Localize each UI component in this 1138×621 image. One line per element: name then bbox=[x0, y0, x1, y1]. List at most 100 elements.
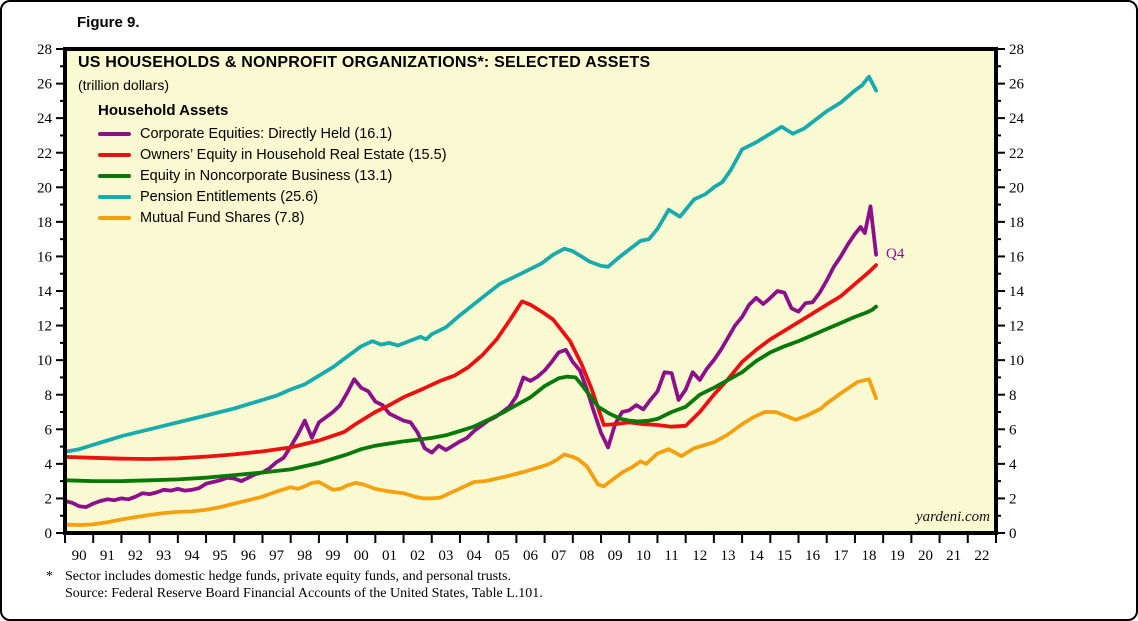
legend-swatch-icon bbox=[98, 215, 131, 220]
y-tick-label-right: 14 bbox=[1009, 284, 1025, 300]
series-line-4 bbox=[63, 377, 878, 527]
legend: Household Assets Corporate Equities: Dir… bbox=[98, 102, 447, 228]
legend-label: Equity in Noncorporate Business (13.1) bbox=[140, 167, 393, 184]
y-tick-label-right: 20 bbox=[1009, 180, 1024, 196]
legend-label: Mutual Fund Shares (7.8) bbox=[140, 209, 305, 226]
y-tick-label-right: 28 bbox=[1009, 42, 1024, 58]
series-line-3 bbox=[63, 74, 878, 454]
legend-item-1: Owners’ Equity in Household Real Estate … bbox=[98, 144, 447, 165]
x-tick-label: 92 bbox=[128, 548, 143, 564]
legend-item-3: Pension Entitlements (25.6) bbox=[98, 186, 447, 207]
x-tick-label: 05 bbox=[495, 548, 510, 564]
footnote: * Sector includes domestic hedge funds, … bbox=[46, 568, 543, 602]
x-tick-label: 18 bbox=[862, 548, 877, 564]
series-line-2 bbox=[63, 304, 878, 484]
x-tick-label: 19 bbox=[890, 548, 905, 564]
legend-swatch-icon bbox=[98, 131, 131, 136]
x-tick-label: 02 bbox=[410, 548, 425, 564]
footnote-marker: * bbox=[46, 569, 53, 584]
legend-item-4: Mutual Fund Shares (7.8) bbox=[98, 207, 447, 228]
y-tick-label-left: 20 bbox=[37, 180, 52, 196]
y-tick-label-right: 12 bbox=[1009, 319, 1024, 335]
y-tick-label-right: 6 bbox=[1009, 422, 1017, 438]
x-tick-label: 22 bbox=[974, 548, 989, 564]
y-tick-label-right: 24 bbox=[1009, 111, 1025, 127]
q4-annotation: Q4 bbox=[886, 246, 905, 262]
x-tick-label: 96 bbox=[241, 548, 257, 564]
x-tick-label: 04 bbox=[467, 548, 483, 564]
x-tick-label: 03 bbox=[438, 548, 453, 564]
plot-background bbox=[65, 49, 996, 533]
series-line-0 bbox=[63, 204, 878, 510]
legend-swatch-icon bbox=[98, 152, 131, 157]
x-tick-label: 98 bbox=[297, 548, 312, 564]
x-tick-label: 91 bbox=[100, 548, 115, 564]
x-tick-label: 00 bbox=[354, 548, 369, 564]
y-tick-label-left: 12 bbox=[37, 319, 52, 335]
y-tick-label-left: 26 bbox=[37, 77, 53, 93]
y-tick-label-left: 24 bbox=[37, 111, 53, 127]
y-tick-label-left: 2 bbox=[45, 492, 53, 508]
watermark: yardeni.com bbox=[915, 509, 990, 525]
y-tick-label-left: 10 bbox=[37, 353, 52, 369]
legend-label: Pension Entitlements (25.6) bbox=[140, 188, 319, 205]
legend-label: Owners’ Equity in Household Real Estate … bbox=[140, 146, 447, 163]
y-tick-label-left: 16 bbox=[37, 250, 53, 266]
y-tick-label-right: 0 bbox=[1009, 526, 1017, 542]
y-tick-label-left: 6 bbox=[45, 422, 53, 438]
y-tick-label-right: 10 bbox=[1009, 353, 1024, 369]
y-tick-label-right: 22 bbox=[1009, 146, 1024, 162]
legend-label: Corporate Equities: Directly Held (16.1) bbox=[140, 125, 393, 142]
legend-item-0: Corporate Equities: Directly Held (16.1) bbox=[98, 123, 447, 144]
x-tick-label: 01 bbox=[382, 548, 397, 564]
y-tick-label-right: 8 bbox=[1009, 388, 1017, 404]
x-tick-label: 07 bbox=[551, 548, 567, 564]
x-tick-label: 97 bbox=[269, 548, 285, 564]
y-tick-label-left: 18 bbox=[37, 215, 52, 231]
x-tick-label: 10 bbox=[636, 548, 651, 564]
y-tick-label-left: 8 bbox=[45, 388, 53, 404]
chart-subtitle: (trillion dollars) bbox=[78, 77, 170, 93]
x-tick-label: 08 bbox=[579, 548, 594, 564]
figure-label: Figure 9. bbox=[77, 14, 140, 31]
y-tick-label-right: 18 bbox=[1009, 215, 1024, 231]
x-tick-label: 90 bbox=[72, 548, 87, 564]
x-tick-label: 11 bbox=[664, 548, 678, 564]
legend-swatch-icon bbox=[98, 194, 131, 199]
x-tick-label: 93 bbox=[156, 548, 171, 564]
footnote-line-1: Sector includes domestic hedge funds, pr… bbox=[65, 569, 511, 584]
y-tick-label-left: 28 bbox=[37, 42, 52, 58]
x-tick-label: 95 bbox=[213, 548, 228, 564]
legend-item-2: Equity in Noncorporate Business (13.1) bbox=[98, 165, 447, 186]
x-tick-label: 06 bbox=[523, 548, 539, 564]
x-tick-label: 21 bbox=[946, 548, 961, 564]
series-line-1 bbox=[63, 263, 878, 461]
x-axis: 90 91 92 93 94 95 96 97 98 99 00 01 02 03 04 05 06 07 08 09… bbox=[64, 533, 997, 564]
legend-swatch-icon bbox=[98, 173, 131, 178]
y-tick-label-left: 14 bbox=[37, 284, 53, 300]
x-tick-label: 13 bbox=[720, 548, 735, 564]
y-tick-label-left: 4 bbox=[45, 457, 53, 473]
legend-title: Household Assets bbox=[98, 102, 229, 119]
y-tick-label-right: 4 bbox=[1009, 457, 1017, 473]
plot-border bbox=[63, 47, 998, 535]
x-tick-label: 94 bbox=[184, 548, 200, 564]
x-tick-label: 16 bbox=[805, 548, 821, 564]
x-tick-label: 15 bbox=[777, 548, 792, 564]
y-tick-label-right: 2 bbox=[1009, 492, 1017, 508]
y-tick-label-right: 16 bbox=[1009, 250, 1025, 266]
legend-items: Corporate Equities: Directly Held (16.1)… bbox=[98, 123, 447, 228]
x-tick-label: 12 bbox=[692, 548, 707, 564]
footnote-line-2: Source: Federal Reserve Board Financial … bbox=[65, 586, 543, 601]
y-tick-label-right: 26 bbox=[1009, 77, 1025, 93]
chart-title: US HOUSEHOLDS & NONPROFIT ORGANIZATIONS*… bbox=[78, 54, 651, 71]
y-tick-label-left: 22 bbox=[37, 146, 52, 162]
x-tick-label: 20 bbox=[918, 548, 933, 564]
x-tick-label: 09 bbox=[608, 548, 623, 564]
x-tick-label: 99 bbox=[326, 548, 341, 564]
x-tick-label: 14 bbox=[749, 548, 765, 564]
x-tick-label: 17 bbox=[833, 548, 849, 564]
